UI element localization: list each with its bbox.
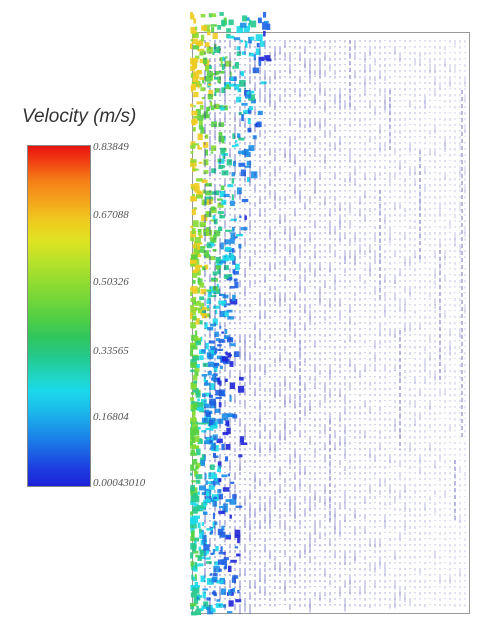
- velocity-contour-band: [190, 12, 272, 616]
- colorbar-tick-max: 0.83849: [93, 141, 129, 153]
- colorbar-tick-5: 0.16804: [93, 411, 129, 423]
- legend-title: Velocity (m/s): [22, 106, 137, 127]
- colorbar-tick-min: 0.00043010: [93, 477, 146, 489]
- velocity-vectors: [204, 40, 466, 615]
- velocity-colorbar: [27, 145, 91, 487]
- colorbar-tick-3: 0.50326: [93, 276, 129, 288]
- colorbar-tick-2: 0.67088: [93, 209, 129, 221]
- colorbar-tick-4: 0.33565: [93, 345, 129, 357]
- flow-domain-frame: [192, 32, 470, 614]
